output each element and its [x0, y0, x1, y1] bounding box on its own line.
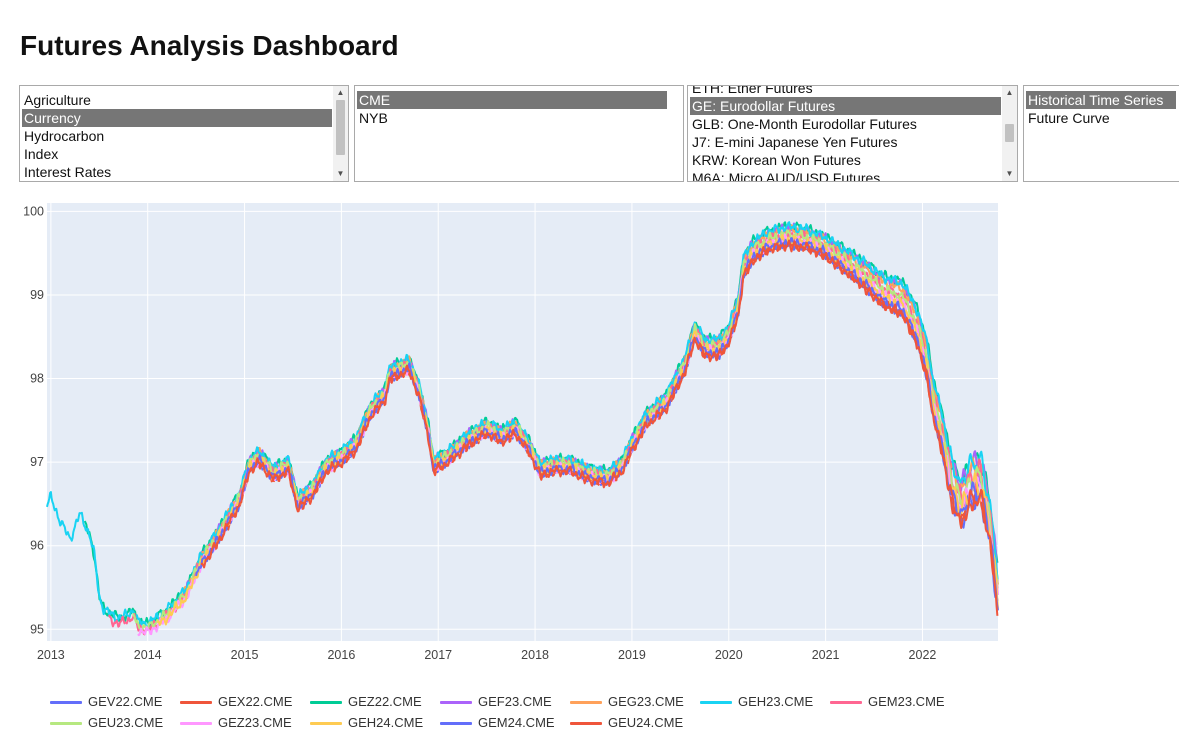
y-tick-label: 99 — [30, 288, 44, 302]
legend-item[interactable]: GEH24.CME — [310, 713, 423, 733]
legend-label: GEU23.CME — [88, 715, 164, 730]
scroll-up-icon[interactable]: ▲ — [336, 88, 345, 97]
option-index[interactable]: Index — [24, 146, 59, 162]
option-historical-time-series[interactable]: Historical Time Series — [1026, 91, 1176, 109]
option-nyb[interactable]: NYB — [359, 110, 388, 126]
legend-line-icon — [440, 722, 472, 726]
legend-item[interactable]: GEM23.CME — [830, 692, 945, 712]
x-tick-label: 2017 — [424, 648, 452, 662]
legend-label: GEG23.CME — [608, 694, 684, 709]
x-tick-label: 2022 — [909, 648, 937, 662]
legend-label: GEH23.CME — [738, 694, 814, 709]
series-lines — [46, 221, 999, 637]
legend-label: GEU24.CME — [608, 715, 684, 730]
scrollbar[interactable]: ▲ ▼ — [1002, 86, 1017, 181]
x-tick-label: 2018 — [521, 648, 549, 662]
option-agriculture[interactable]: Agriculture — [24, 92, 91, 108]
y-tick-label: 95 — [30, 622, 44, 636]
x-tick-label: 2013 — [37, 648, 65, 662]
sector-select[interactable]: Agriculture Currency Hydrocarbon Index Inter… — [19, 85, 349, 182]
x-axis-ticks: 2013 2014 2015 2016 2017 2018 2019 2020 2021 2022 — [37, 648, 936, 662]
legend-label: GEX22.CME — [218, 694, 293, 709]
legend-label: GEV22.CME — [88, 694, 163, 709]
scroll-up-icon[interactable]: ▲ — [1005, 88, 1014, 97]
y-tick-label: 100 — [23, 204, 44, 218]
legend-item[interactable]: GEX22.CME — [180, 692, 292, 712]
series-line-geu24-cme — [200, 239, 999, 616]
option-j7-e-mini-japanese-yen-futures[interactable]: J7: E-mini Japanese Yen Futures — [692, 134, 898, 150]
option-eth-ether-futures[interactable]: ETH: Ether Futures — [692, 85, 813, 96]
legend-item[interactable]: GEU23.CME — [50, 713, 163, 733]
x-tick-label: 2021 — [812, 648, 840, 662]
option-hydrocarbon[interactable]: Hydrocarbon — [24, 128, 105, 144]
x-tick-label: 2020 — [715, 648, 743, 662]
scroll-down-icon[interactable]: ▼ — [336, 169, 345, 178]
legend-item[interactable]: GEU24.CME — [570, 713, 683, 733]
view-select[interactable]: Historical Time Series Future Curve — [1023, 85, 1179, 182]
scrollbar-thumb[interactable] — [336, 100, 345, 155]
legend-line-icon — [310, 722, 342, 726]
exchange-select[interactable]: CME NYB — [354, 85, 684, 182]
legend-line-icon — [830, 701, 862, 705]
option-glb-one-month-eurodollar-futures[interactable]: GLB: One-Month Eurodollar Futures — [692, 116, 917, 132]
legend-item[interactable]: GEM24.CME — [440, 713, 555, 733]
scroll-down-icon[interactable]: ▼ — [1005, 169, 1014, 178]
option-m6a-micro-aud-usd-futures[interactable]: M6A: Micro AUD/USD Futures — [692, 170, 881, 182]
y-tick-label: 97 — [30, 455, 44, 469]
option-future-curve[interactable]: Future Curve — [1028, 110, 1110, 126]
y-tick-label: 98 — [30, 372, 44, 386]
legend-label: GEH24.CME — [348, 715, 424, 730]
legend-label: GEM23.CME — [868, 694, 945, 709]
legend-item[interactable]: GEZ22.CME — [310, 692, 422, 712]
legend-line-icon — [50, 701, 82, 705]
option-interest-rates[interactable]: Interest Rates — [24, 164, 112, 180]
x-tick-label: 2014 — [134, 648, 162, 662]
scrollbar[interactable]: ▲ ▼ — [333, 86, 348, 181]
legend-line-icon — [440, 701, 472, 705]
legend-item[interactable]: GEZ23.CME — [180, 713, 292, 733]
option-ge-eurodollar-futures[interactable]: GE: Eurodollar Futures — [690, 97, 1001, 115]
legend-item[interactable]: GEG23.CME — [570, 692, 684, 712]
legend-item[interactable]: GEH23.CME — [700, 692, 813, 712]
legend-line-icon — [310, 701, 342, 705]
legend-label: GEZ22.CME — [348, 694, 422, 709]
page-title: Futures Analysis Dashboard — [20, 30, 399, 61]
legend-line-icon — [50, 722, 82, 726]
legend-label: GEF23.CME — [478, 694, 552, 709]
option-cme[interactable]: CME — [357, 91, 667, 109]
legend-line-icon — [570, 722, 602, 726]
legend-label: GEM24.CME — [478, 715, 555, 730]
y-tick-label: 96 — [30, 539, 44, 553]
legend-line-icon — [700, 701, 732, 705]
x-tick-label: 2019 — [618, 648, 646, 662]
product-select[interactable]: ETH: Ether Futures GE: Eurodollar Futures… — [687, 85, 1018, 182]
legend-item[interactable]: GEF23.CME — [440, 692, 552, 712]
legend-line-icon — [570, 701, 602, 705]
legend-item[interactable]: GEV22.CME — [50, 692, 162, 712]
plot-background — [47, 203, 998, 641]
x-tick-label: 2015 — [231, 648, 259, 662]
scrollbar-thumb[interactable] — [1005, 124, 1014, 142]
legend-label: GEZ23.CME — [218, 715, 292, 730]
option-krw-korean-won-futures[interactable]: KRW: Korean Won Futures — [692, 152, 861, 168]
x-tick-label: 2016 — [327, 648, 355, 662]
chart-grid — [47, 203, 998, 641]
legend-line-icon — [180, 722, 212, 726]
y-axis-ticks: 95 96 97 98 99 100 — [23, 204, 44, 636]
legend-line-icon — [180, 701, 212, 705]
futures-line-chart: 2013 2014 2015 2016 2017 2018 2019 2020 2021 2022… — [23, 203, 999, 662]
option-currency[interactable]: Currency — [22, 109, 332, 127]
